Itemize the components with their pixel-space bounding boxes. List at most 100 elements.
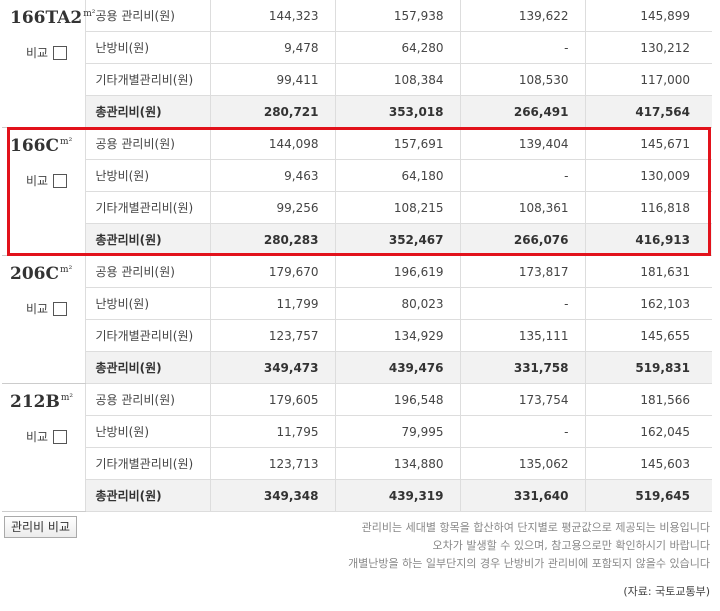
fee-value-cell: 11,795: [210, 415, 336, 448]
fee-value-cell: 117,000: [585, 63, 712, 96]
fee-value-cell: 108,384: [335, 63, 461, 96]
fee-value-cell: 145,603: [585, 447, 712, 480]
fee-item-label: 난방비(원): [85, 287, 211, 320]
unit-type-label: 206Cm²: [10, 264, 73, 284]
fee-value-cell: 439,476: [335, 351, 461, 384]
fee-value-cell: 519,831: [585, 351, 712, 384]
unit-cell: 206Cm² 비교: [2, 255, 86, 384]
fee-value-cell: 116,818: [585, 191, 712, 224]
unit-cell: 212Bm² 비교: [2, 383, 86, 512]
compare-option: 비교: [26, 44, 85, 61]
fee-value-cell: 108,530: [460, 63, 586, 96]
fee-item-label: 기타개별관리비(원): [85, 191, 211, 224]
fee-value-cell: 181,631: [585, 255, 712, 288]
footnote-line: 관리비는 세대별 항목을 합산하여 단지별로 평균값으로 제공되는 비용입니다: [361, 521, 710, 534]
fee-value-cell: 134,880: [335, 447, 461, 480]
fee-value-cell: 181,566: [585, 383, 712, 416]
fee-item-label: 공용 관리비(원): [85, 255, 211, 288]
fee-value-cell: 173,754: [460, 383, 586, 416]
compare-option: 비교: [26, 172, 85, 189]
fee-value-cell: 439,319: [335, 479, 461, 512]
fee-value-cell: 196,619: [335, 255, 461, 288]
fee-value-cell: 134,929: [335, 319, 461, 352]
compare-fees-button[interactable]: 관리비 비교: [4, 516, 78, 538]
fee-value-cell: 266,491: [460, 95, 586, 128]
fee-item-label: 기타개별관리비(원): [85, 63, 211, 96]
fee-item-label: 공용 관리비(원): [85, 383, 211, 416]
table-row: 난방비(원) 11,799 80,023-162,103: [2, 287, 712, 320]
fee-value-cell: 139,622: [460, 0, 586, 32]
compare-checkbox[interactable]: [53, 301, 68, 316]
compare-checkbox[interactable]: [53, 45, 68, 60]
fee-value-cell: 145,899: [585, 0, 712, 32]
fee-value-cell: 173,817: [460, 255, 586, 288]
fee-value-cell: 9,478: [210, 31, 336, 64]
fee-value-cell: 108,215: [335, 191, 461, 224]
fee-value-cell: 349,473: [210, 351, 336, 384]
fee-item-label: 난방비(원): [85, 159, 211, 192]
fee-value-cell: 353,018: [335, 95, 461, 128]
fee-value-cell: 352,467: [335, 223, 461, 256]
table-row: 난방비(원) 11,795 79,995-162,045: [2, 415, 712, 448]
unit-type-label: 166TA2m²: [10, 8, 96, 28]
fee-value-cell: 266,076: [460, 223, 586, 256]
fee-item-label: 총관리비(원): [85, 479, 211, 512]
fee-value-cell: 11,799: [210, 287, 336, 320]
fee-value-cell: 144,323: [210, 0, 336, 32]
fee-item-label: 총관리비(원): [85, 95, 211, 128]
table-row: 166Cm² 비교 공용 관리비(원) 144,098 157,691 139,404 14…: [2, 127, 712, 256]
compare-checkbox[interactable]: [53, 173, 68, 188]
fee-value-cell: 79,995: [335, 415, 461, 448]
table-row: 212Bm² 비교 공용 관리비(원) 179,605 196,548 173,754 18…: [2, 383, 712, 512]
table-row: 기타개별관리비(원) 123,757 134,929 135,111 145,655: [2, 319, 712, 352]
fee-value-cell: 64,280: [335, 31, 461, 64]
fee-value-cell: 162,045: [585, 415, 712, 448]
table-row: 난방비(원) 9,478 64,280-130,212: [2, 31, 712, 64]
fee-item-label: 기타개별관리비(원): [85, 319, 211, 352]
fee-value-cell: 145,655: [585, 319, 712, 352]
fee-value-cell: 331,758: [460, 351, 586, 384]
footnotes: 관리비는 세대별 항목을 합산하여 단지별로 평균값으로 제공되는 비용입니다 …: [348, 519, 710, 573]
total-row: 총관리비(원) 349,473 439,476 331,758 519,831: [2, 351, 712, 384]
fee-item-label: 기타개별관리비(원): [85, 447, 211, 480]
fee-value-cell: 135,062: [460, 447, 586, 480]
unit-cell: 166TA2m² 비교: [2, 0, 96, 128]
compare-option: 비교: [26, 300, 85, 317]
fee-value-cell: 64,180: [335, 159, 461, 192]
unit-cell: 166Cm² 비교: [2, 127, 86, 256]
fee-value-cell: 331,640: [460, 479, 586, 512]
fee-value-cell: 157,938: [335, 0, 461, 32]
fee-value-cell: 144,098: [210, 127, 336, 160]
compare-label: 비교: [26, 46, 49, 60]
fee-value-cell: 123,757: [210, 319, 336, 352]
fee-value-cell: 162,103: [585, 287, 712, 320]
fee-value-cell: 130,009: [585, 159, 712, 192]
fee-value-cell: 519,645: [585, 479, 712, 512]
compare-label: 비교: [26, 174, 49, 188]
unit-type-label: 166Cm²: [10, 136, 73, 156]
compare-option: 비교: [26, 428, 85, 445]
fee-value-cell: 157,691: [335, 127, 461, 160]
compare-checkbox[interactable]: [53, 429, 68, 444]
compare-label: 비교: [26, 302, 49, 316]
fee-value-cell: 123,713: [210, 447, 336, 480]
fee-value-cell: 80,023: [335, 287, 461, 320]
compare-label: 비교: [26, 430, 49, 444]
table-row: 166TA2m² 비교 공용 관리비(원) 144,323 157,938 139,622…: [2, 0, 712, 128]
fee-value-cell: 9,463: [210, 159, 336, 192]
fee-value-cell: 179,670: [210, 255, 336, 288]
fee-value-cell: 145,671: [585, 127, 712, 160]
fee-value-cell: 130,212: [585, 31, 712, 64]
fee-value-cell: -: [460, 415, 586, 448]
fee-value-cell: 349,348: [210, 479, 336, 512]
fee-item-label: 총관리비(원): [85, 223, 211, 256]
table-row: 기타개별관리비(원) 99,256 108,215 108,361 116,818: [2, 191, 712, 224]
fee-value-cell: -: [460, 287, 586, 320]
fee-value-cell: 280,283: [210, 223, 336, 256]
fee-value-cell: 99,411: [210, 63, 336, 96]
fee-value-cell: 196,548: [335, 383, 461, 416]
fee-value-cell: 280,721: [210, 95, 336, 128]
fee-value-cell: 135,111: [460, 319, 586, 352]
fee-value-cell: 416,913: [585, 223, 712, 256]
management-fee-table: 166TA2m² 비교 공용 관리비(원) 144,323 157,938 139,622…: [2, 0, 712, 512]
